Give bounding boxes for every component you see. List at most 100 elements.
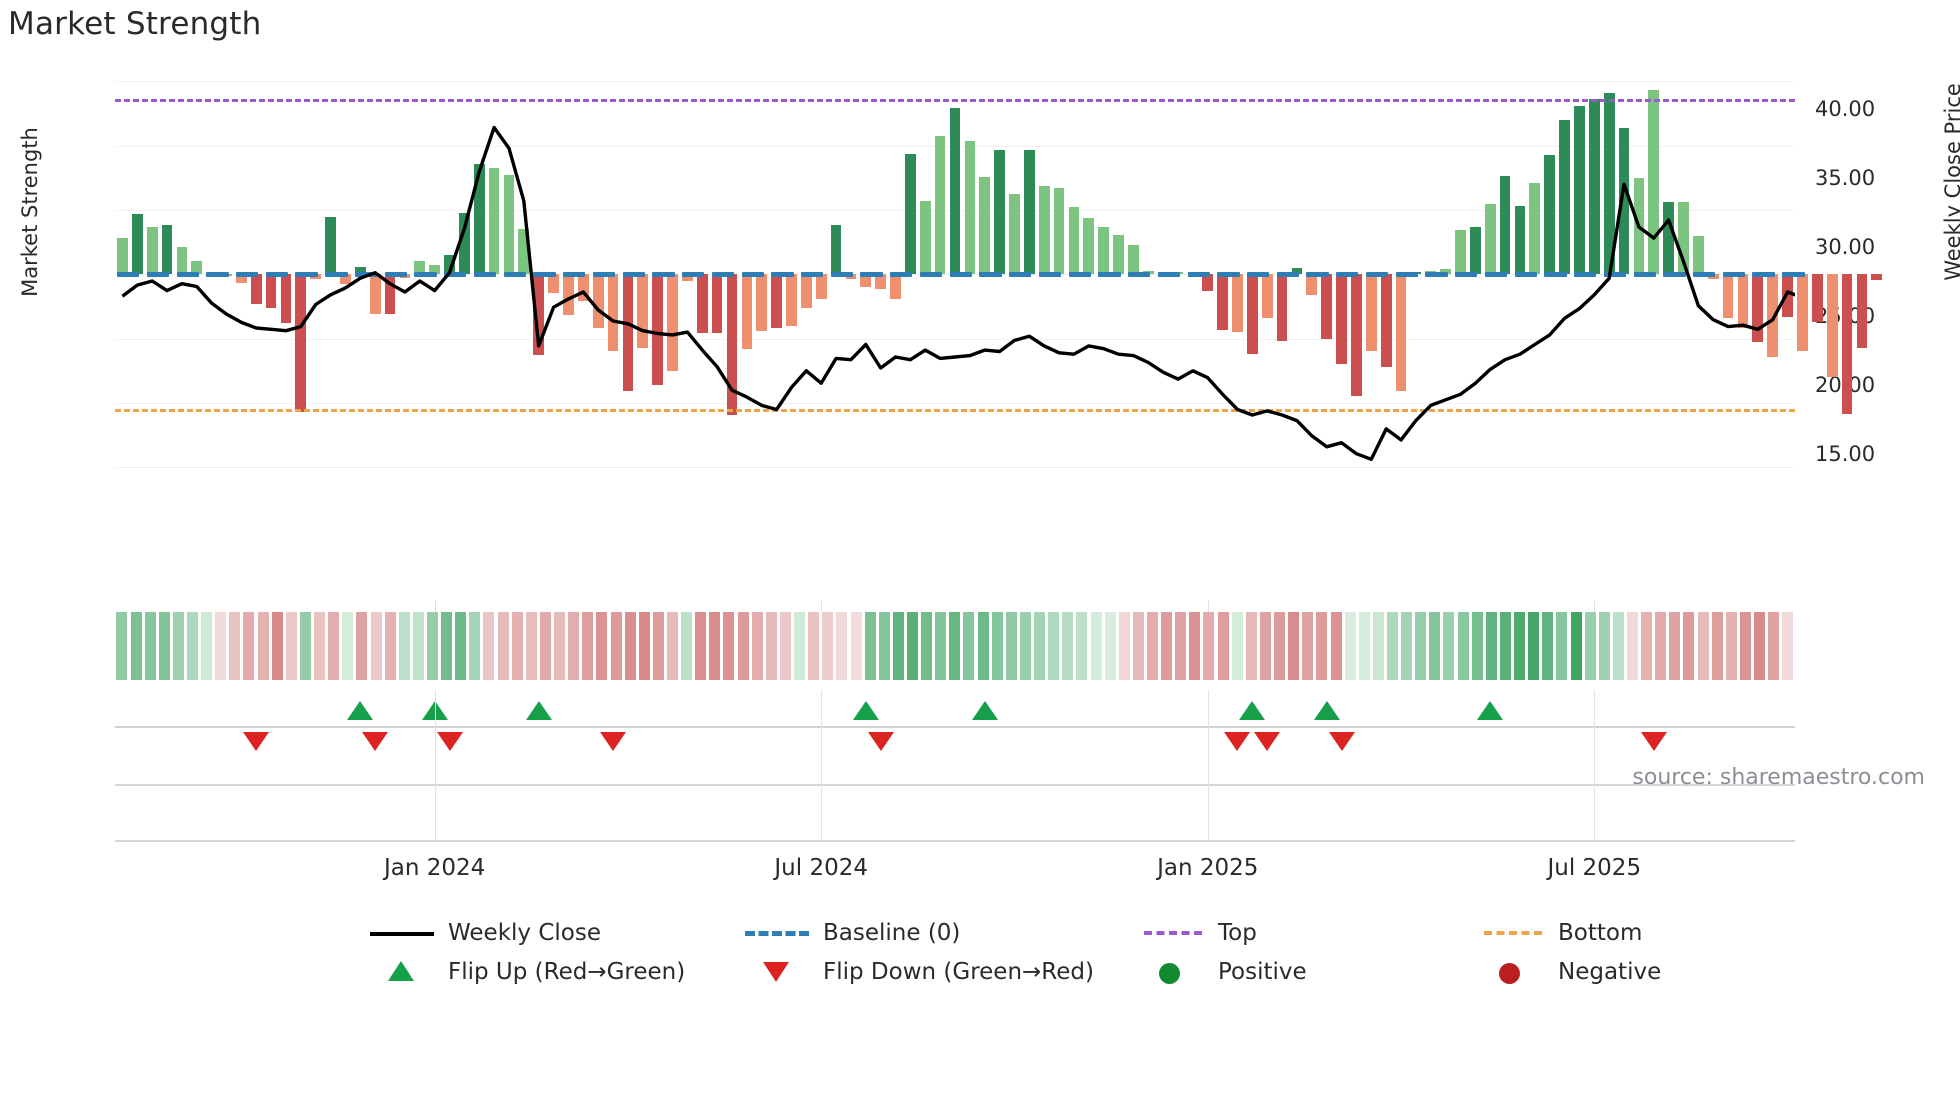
- x-axis-tick: [434, 690, 436, 840]
- heatmap-cell: [1443, 612, 1455, 680]
- heatmap-cell: [1034, 612, 1046, 680]
- heatmap-cell: [1104, 612, 1116, 680]
- baseline-zero-marker: [1514, 272, 1537, 278]
- strength-bar: [1276, 274, 1288, 342]
- strength-bar: [429, 265, 440, 275]
- strength-bar: [1336, 274, 1347, 364]
- flip-down-marker: [362, 732, 389, 751]
- strength-bar: [786, 274, 797, 327]
- baseline-zero-marker: [444, 272, 467, 278]
- strength-bar: [1618, 127, 1630, 275]
- heatmap-cell: [257, 612, 269, 680]
- heatmap-cell: [892, 612, 904, 680]
- baseline-zero-marker: [711, 272, 735, 278]
- baseline-zero-marker: [682, 272, 705, 278]
- strength-bar: [1826, 274, 1838, 378]
- main-plot-area: 3020100−10−20−3040.0035.0030.0025.0020.0…: [115, 75, 1883, 480]
- strength-bar: [1306, 274, 1318, 295]
- heatmap-cell: [1570, 612, 1582, 680]
- legend-item[interactable]: Baseline (0): [745, 918, 960, 948]
- strength-bar: [1365, 274, 1377, 352]
- heatmap-cell: [1358, 612, 1370, 680]
- flip-marker-band: [115, 690, 1795, 762]
- heatmap-cell: [1556, 612, 1568, 680]
- strength-bar: [1351, 274, 1362, 396]
- legend-item[interactable]: Flip Down (Green→Red): [745, 957, 1094, 987]
- heatmap-cell: [765, 612, 777, 680]
- strength-bar: [875, 274, 886, 290]
- baseline-zero-marker: [919, 272, 943, 278]
- strength-bar: [1603, 93, 1615, 275]
- heatmap-cell: [525, 612, 537, 680]
- heatmap-cell: [497, 612, 509, 680]
- heatmap-cell: [709, 612, 721, 680]
- x-axis-tick-upper: [434, 600, 436, 612]
- strength-bar: [1068, 207, 1080, 275]
- strength-bar: [1455, 229, 1466, 275]
- flip-down-marker: [867, 732, 894, 751]
- baseline-zero-marker: [1098, 272, 1121, 278]
- heatmap-cell: [949, 612, 961, 680]
- heatmap-cell: [384, 612, 396, 680]
- heatmap-cell: [1062, 612, 1074, 680]
- strength-bar: [295, 274, 307, 413]
- strength-bar: [563, 274, 574, 316]
- baseline-zero-marker: [117, 272, 140, 278]
- strength-bar: [652, 274, 663, 385]
- legend-item[interactable]: Negative: [1480, 957, 1661, 987]
- baseline-zero-marker: [384, 272, 407, 278]
- heatmap-cell: [314, 612, 326, 680]
- legend-item[interactable]: Bottom: [1480, 918, 1642, 948]
- strength-bar: [1217, 274, 1228, 330]
- strength-bar: [577, 274, 589, 301]
- strength-bar: [1499, 175, 1511, 275]
- heatmap-cell: [215, 612, 227, 680]
- strength-bar: [696, 274, 708, 334]
- line-swatch-icon: [370, 918, 434, 948]
- heatmap-cell: [1217, 612, 1229, 680]
- heatmap-cell: [1118, 612, 1130, 680]
- flip-down-marker: [1640, 732, 1667, 751]
- heatmap-cell: [667, 612, 678, 680]
- strength-bar: [592, 274, 604, 328]
- baseline-zero-marker: [1752, 272, 1775, 278]
- heatmap-cell: [469, 612, 481, 680]
- heatmap-cell: [568, 612, 580, 680]
- strength-bar: [1395, 274, 1407, 392]
- baseline-zero-marker: [563, 272, 586, 278]
- heatmap-cell: [455, 612, 467, 680]
- x-axis-tick-upper: [1207, 600, 1209, 612]
- strength-bar: [741, 274, 753, 349]
- legend-item[interactable]: Positive: [1140, 957, 1307, 987]
- heatmap-cell: [822, 612, 834, 680]
- legend-item[interactable]: Weekly Close: [370, 918, 601, 948]
- heatmap-cell: [441, 612, 453, 680]
- heatmap-cell: [1485, 612, 1497, 680]
- heatmap-cell: [427, 612, 438, 680]
- baseline-zero-marker: [1455, 272, 1478, 278]
- strength-bar: [1693, 236, 1704, 275]
- strength-bar: [191, 261, 203, 275]
- legend-item-label: Flip Up (Red→Green): [448, 959, 686, 985]
- baseline-zero-marker: [1633, 272, 1656, 278]
- heatmap-cell: [539, 612, 551, 680]
- baseline-zero-marker: [325, 272, 348, 278]
- strength-bar: [488, 168, 500, 275]
- legend-item[interactable]: Top: [1140, 918, 1257, 948]
- heatmap-cell: [172, 612, 184, 680]
- legend-item[interactable]: Flip Up (Red→Green): [370, 957, 685, 987]
- heatmap-cell: [342, 612, 354, 680]
- strength-bar: [860, 274, 872, 288]
- x-axis-label: Jul 2024: [774, 855, 868, 881]
- circle-marker-icon: [1140, 957, 1204, 987]
- heatmap-cell: [1514, 612, 1526, 680]
- heatmap-cell: [1387, 612, 1398, 680]
- strength-bar: [1009, 193, 1020, 275]
- strength-bar: [964, 140, 976, 275]
- flip-down-marker: [600, 732, 627, 751]
- strength-bar: [949, 108, 961, 275]
- flip-up-marker: [971, 701, 998, 720]
- strength-bar: [444, 255, 455, 275]
- heatmap-cell: [1627, 612, 1638, 680]
- heatmap-cell: [935, 612, 947, 680]
